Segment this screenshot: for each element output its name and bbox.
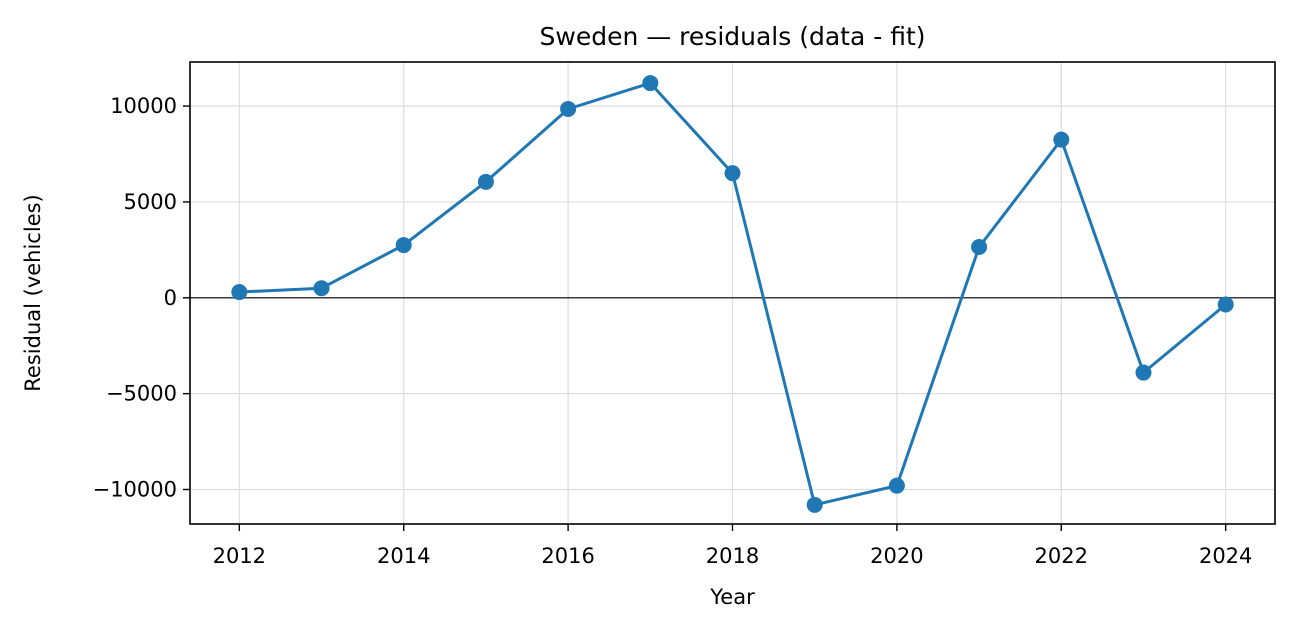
y-tick-label: 10000 (110, 94, 177, 118)
y-tick-label: 0 (164, 286, 177, 310)
data-point (1053, 132, 1069, 148)
x-tick-label: 2018 (706, 544, 759, 568)
data-point (314, 280, 330, 296)
x-tick-label: 2014 (377, 544, 430, 568)
x-tick-label: 2020 (870, 544, 923, 568)
x-tick-label: 2024 (1199, 544, 1252, 568)
data-point (889, 478, 905, 494)
data-point (642, 75, 658, 91)
y-tick-label: 5000 (124, 190, 177, 214)
data-point (560, 101, 576, 117)
data-point (971, 239, 987, 255)
x-tick-label: 2022 (1035, 544, 1088, 568)
data-point (396, 237, 412, 253)
ticks-layer: 2012 2014 2016 2018 2020 2022 2024 −10000 −5000 0… (93, 94, 1253, 568)
data-point (1135, 365, 1151, 381)
data-point (231, 284, 247, 300)
y-axis-label: Residual (vehicles) (21, 194, 45, 391)
grid-layer (190, 62, 1275, 524)
data-point (807, 497, 823, 513)
y-tick-label: −10000 (93, 477, 177, 501)
x-tick-label: 2012 (213, 544, 266, 568)
data-point (478, 174, 494, 190)
data-point (725, 165, 741, 181)
x-axis-label: Year (709, 585, 755, 609)
x-tick-label: 2016 (541, 544, 594, 568)
y-tick-label: −5000 (106, 382, 177, 406)
data-point (1218, 297, 1234, 313)
chart-title: Sweden — residuals (data - fit) (540, 22, 926, 51)
